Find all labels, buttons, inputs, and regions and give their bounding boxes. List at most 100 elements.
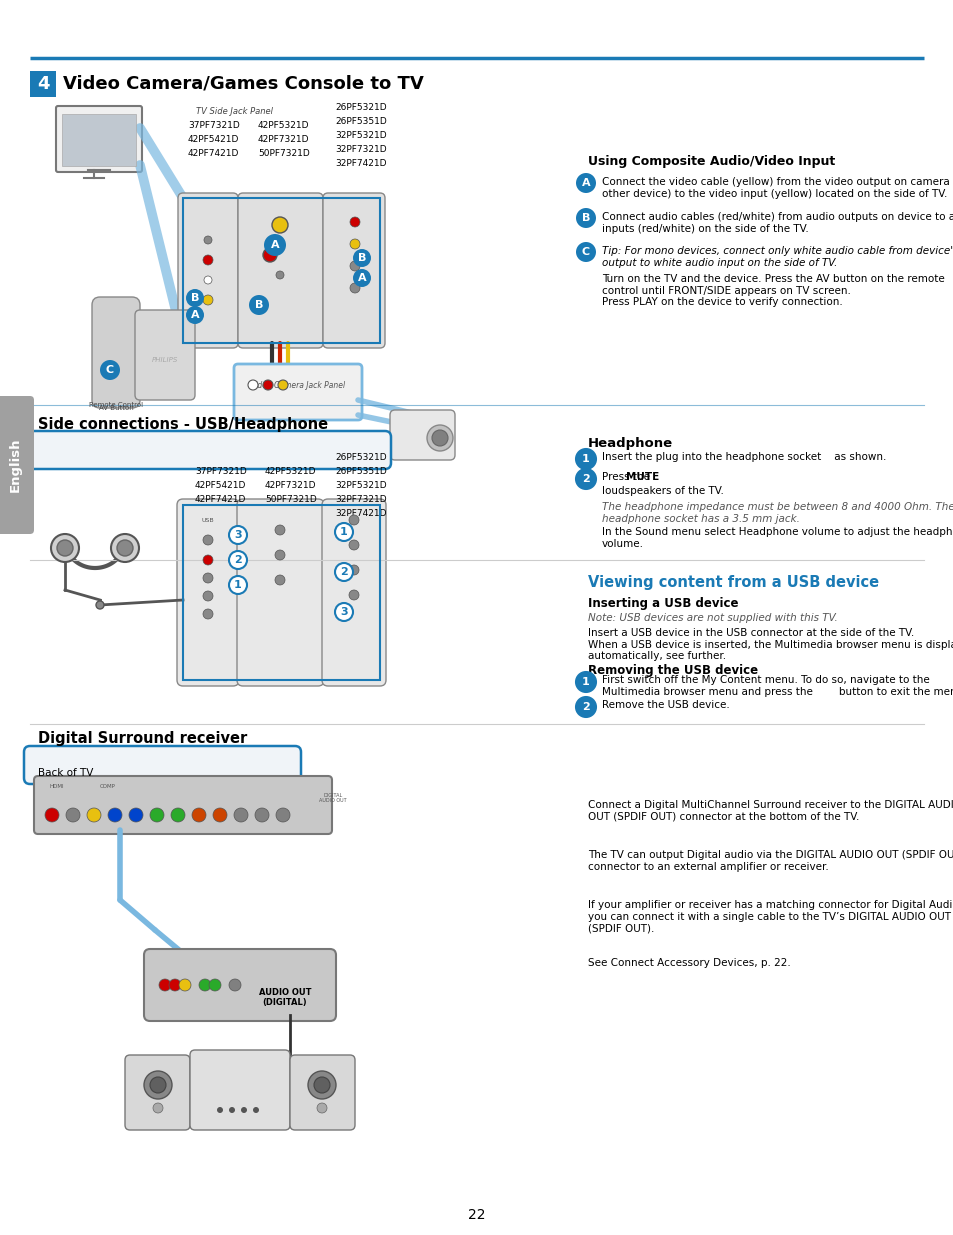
Circle shape: [108, 808, 122, 823]
Text: 1: 1: [581, 454, 589, 464]
Circle shape: [249, 295, 269, 315]
Text: 42PF5321D: 42PF5321D: [265, 468, 316, 477]
Circle shape: [229, 1107, 234, 1113]
Circle shape: [152, 1103, 163, 1113]
Circle shape: [57, 540, 73, 556]
Text: 26PF5321D: 26PF5321D: [335, 103, 386, 111]
FancyBboxPatch shape: [135, 310, 194, 400]
Circle shape: [248, 380, 257, 390]
Text: 32PF5321D: 32PF5321D: [335, 482, 386, 490]
Text: 42PF5421D: 42PF5421D: [194, 482, 246, 490]
Circle shape: [349, 564, 358, 576]
Circle shape: [349, 515, 358, 525]
Circle shape: [203, 295, 213, 305]
Text: In the Sound menu select Headphone volume to adjust the headphone
volume.: In the Sound menu select Headphone volum…: [601, 527, 953, 548]
Circle shape: [100, 359, 120, 380]
FancyBboxPatch shape: [62, 114, 136, 165]
FancyBboxPatch shape: [253, 291, 283, 311]
Text: AUDIO OUT
(DIGITAL): AUDIO OUT (DIGITAL): [258, 988, 311, 1008]
Circle shape: [576, 173, 596, 193]
FancyBboxPatch shape: [177, 499, 239, 685]
Text: 22: 22: [468, 1208, 485, 1221]
Circle shape: [350, 261, 359, 270]
Text: B: B: [357, 253, 366, 263]
Circle shape: [51, 534, 79, 562]
Text: 42PF5421D: 42PF5421D: [188, 136, 239, 144]
Circle shape: [204, 236, 212, 245]
Circle shape: [350, 217, 359, 227]
Text: 50PF7321D: 50PF7321D: [257, 149, 310, 158]
Text: 32PF7321D: 32PF7321D: [335, 495, 386, 505]
Text: TV Side Jack Panel: TV Side Jack Panel: [196, 107, 274, 116]
Circle shape: [213, 808, 227, 823]
Text: A: A: [581, 178, 590, 188]
Circle shape: [576, 672, 596, 692]
Circle shape: [209, 979, 221, 990]
Text: Video Camera Jack Panel: Video Camera Jack Panel: [251, 380, 345, 389]
Text: 3: 3: [340, 606, 348, 618]
FancyBboxPatch shape: [253, 973, 316, 1007]
Circle shape: [169, 979, 181, 990]
FancyBboxPatch shape: [294, 815, 310, 829]
Text: 26PF5321D: 26PF5321D: [335, 453, 386, 462]
Circle shape: [264, 233, 286, 256]
Text: 2: 2: [233, 555, 242, 564]
Circle shape: [144, 1071, 172, 1099]
Circle shape: [179, 979, 191, 990]
FancyBboxPatch shape: [204, 1058, 271, 1076]
Text: Note: USB devices are not supplied with this TV.: Note: USB devices are not supplied with …: [587, 613, 837, 622]
Circle shape: [186, 306, 204, 324]
Text: English: English: [9, 437, 22, 493]
Text: PHILIPS: PHILIPS: [152, 357, 178, 363]
Circle shape: [150, 808, 164, 823]
Text: 42PF5321D: 42PF5321D: [257, 121, 309, 131]
Text: Inserting a USB device: Inserting a USB device: [587, 597, 738, 610]
Text: 2: 2: [581, 701, 589, 713]
Text: Connect a Digital MultiChannel Surround receiver to the DIGITAL AUDIO
OUT (SPDIF: Connect a Digital MultiChannel Surround …: [587, 800, 953, 821]
Circle shape: [204, 275, 212, 284]
Text: 1: 1: [340, 527, 348, 537]
Text: A: A: [191, 310, 199, 320]
FancyBboxPatch shape: [237, 193, 323, 348]
Circle shape: [576, 242, 596, 262]
Circle shape: [253, 1107, 258, 1113]
Text: A: A: [271, 240, 279, 249]
Text: B: B: [254, 300, 263, 310]
Circle shape: [159, 979, 171, 990]
Text: First switch off the My Content menu. To do so, navigate to the
Multimedia brows: First switch off the My Content menu. To…: [601, 676, 953, 697]
Text: Side connections - USB/Headphone: Side connections - USB/Headphone: [38, 416, 328, 431]
FancyBboxPatch shape: [0, 396, 34, 534]
Text: Headphone: Headphone: [587, 437, 673, 450]
Circle shape: [316, 1103, 327, 1113]
Text: Remove the USB device.: Remove the USB device.: [601, 700, 729, 710]
Text: See Connect Accessory Devices, p. 22.: See Connect Accessory Devices, p. 22.: [587, 958, 790, 968]
Circle shape: [254, 808, 269, 823]
Circle shape: [229, 526, 247, 543]
Text: 42PF7421D: 42PF7421D: [188, 149, 239, 158]
Circle shape: [335, 522, 353, 541]
FancyBboxPatch shape: [30, 70, 56, 98]
Circle shape: [272, 217, 288, 233]
Text: 32PF7421D: 32PF7421D: [335, 510, 386, 519]
FancyBboxPatch shape: [233, 364, 361, 420]
Circle shape: [241, 1107, 247, 1113]
Text: 3: 3: [233, 530, 241, 540]
Circle shape: [350, 283, 359, 293]
Circle shape: [275, 270, 284, 279]
Circle shape: [229, 576, 247, 594]
Text: Turn on the TV and the device. Press the AV button on the remote
control until F: Turn on the TV and the device. Press the…: [601, 274, 943, 308]
Text: The TV can output Digital audio via the DIGITAL AUDIO OUT (SPDIF OUT)
connector : The TV can output Digital audio via the …: [587, 850, 953, 872]
Text: Tip: For mono devices, connect only white audio cable from device's audio
output: Tip: For mono devices, connect only whit…: [601, 246, 953, 268]
Text: 37PF7321D: 37PF7321D: [188, 121, 239, 131]
Text: B: B: [191, 293, 199, 303]
FancyBboxPatch shape: [390, 410, 455, 459]
Circle shape: [66, 808, 80, 823]
Circle shape: [314, 1077, 330, 1093]
Circle shape: [216, 1107, 223, 1113]
Circle shape: [353, 249, 371, 267]
Text: 1: 1: [581, 677, 589, 687]
FancyBboxPatch shape: [125, 1055, 190, 1130]
FancyBboxPatch shape: [178, 193, 237, 348]
FancyBboxPatch shape: [322, 499, 386, 685]
Circle shape: [229, 979, 241, 990]
